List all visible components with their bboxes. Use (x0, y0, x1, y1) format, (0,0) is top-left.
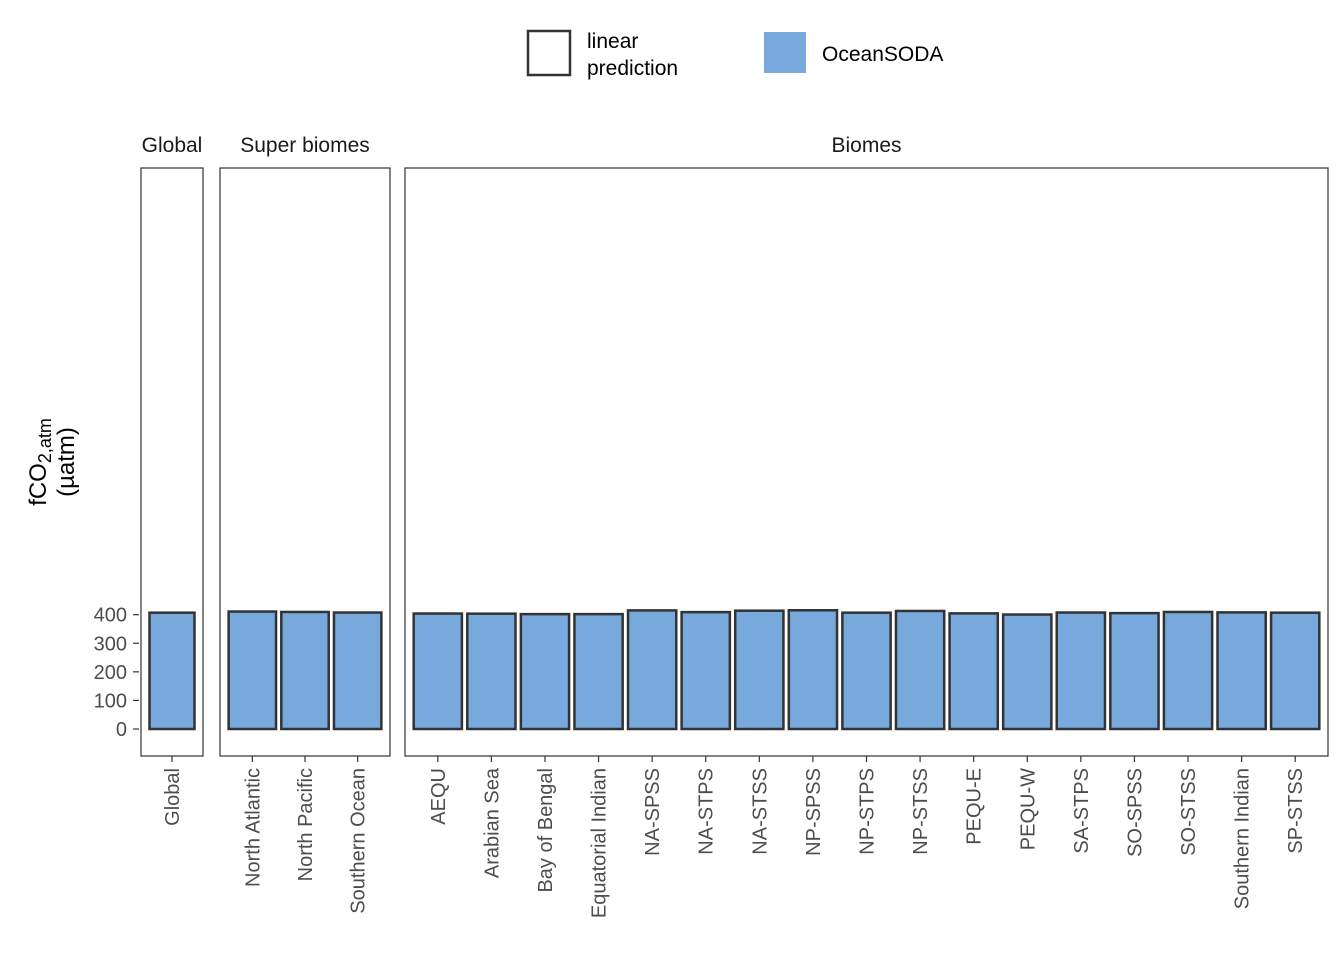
bar-oceansoda-pequ-w (1003, 614, 1052, 729)
bar-linear-prediction-bay-of-bengal (519, 612, 571, 731)
panel-biomes: Biomes AEQU Arabian Sea Bay of Bengal Equato… (404, 134, 1329, 918)
bar-oceansoda-bay-of-bengal (520, 614, 570, 729)
bar-linear-prediction-southern-indian (1216, 611, 1267, 731)
y-axis-title-main: fCO (25, 463, 52, 506)
bar-linear-prediction-so-stss (1162, 610, 1214, 731)
bar-linear-prediction-np-stss (894, 609, 946, 731)
y-tick-label: 100 (94, 690, 127, 712)
x-tick-label-so-stss: SO-STSS (1178, 768, 1200, 856)
bar-oceansoda-np-spss (788, 610, 838, 729)
panel-title-super-biomes: Super biomes (240, 134, 370, 157)
bar-linear-prediction-np-stps (841, 611, 892, 731)
bar-linear-prediction-pequ-w (1001, 613, 1053, 731)
y-axis: 0 100 200 300 400 (94, 605, 139, 741)
legend-label-linear-prediction-line1: linear (587, 30, 638, 53)
y-tick-label: 200 (94, 662, 127, 684)
bar-oceansoda-sa-stps (1056, 612, 1105, 729)
x-tick-label-north-pacific: North Pacific (295, 768, 317, 881)
legend-key-oceansoda (764, 32, 806, 73)
x-tick-label-arabian-sea: Arabian Sea (481, 767, 503, 878)
bar-linear-prediction-np-spss (787, 609, 839, 731)
x-tick-label-so-spss: SO-SPSS (1124, 768, 1146, 857)
bar-oceansoda-so-spss (1110, 613, 1159, 729)
bar-linear-prediction-sp-stss (1269, 611, 1321, 731)
bar-linear-prediction-na-spss (626, 609, 678, 731)
bar-linear-prediction-north-atlantic (227, 610, 278, 731)
y-tick-label: 0 (116, 719, 127, 741)
legend-key-linear-prediction (526, 29, 572, 77)
bar-oceansoda-southern-indian (1217, 612, 1266, 729)
facet-panels: Global Global Super biomes North Atlantic No… (140, 134, 1329, 918)
bar-oceansoda-na-stss (735, 610, 784, 729)
bar-oceansoda-arabian-sea (467, 613, 516, 729)
x-tick-label-pequ-e: PEQU-E (964, 768, 986, 845)
panel-super-biomes: Super biomes North Atlantic North Pacific S… (219, 134, 391, 914)
bar-linear-prediction-global (148, 611, 196, 731)
panel-global: Global Global (140, 134, 204, 826)
x-tick-label-equatorial-indian: Equatorial Indian (589, 768, 611, 918)
legend: linear prediction OceanSODA (526, 29, 943, 80)
y-tick-label: 400 (94, 605, 127, 627)
x-tick-label-southern-indian: Southern Indian (1232, 768, 1254, 909)
bar-oceansoda-sp-stss (1271, 612, 1320, 729)
bar-oceansoda-global (149, 612, 195, 729)
panel-title-global: Global (142, 134, 203, 157)
bar-linear-prediction-north-pacific (280, 610, 330, 731)
x-tick-label-na-spss: NA-SPSS (642, 768, 664, 856)
bar-linear-prediction-so-spss (1109, 611, 1160, 731)
bar-oceansoda-southern-ocean (333, 612, 382, 729)
bar-linear-prediction-southern-ocean (332, 611, 383, 731)
y-axis-title-subscript: 2,atm (35, 418, 55, 463)
panel-border (219, 167, 391, 757)
x-tick-label-sa-stps: SA-STPS (1071, 768, 1093, 854)
x-tick-label-north-atlantic: North Atlantic (242, 768, 264, 887)
bar-linear-prediction-equatorial-indian (573, 612, 624, 731)
y-axis-title: fCO2,atm (25, 418, 55, 506)
y-axis-units: (µatm) (53, 427, 80, 497)
bar-linear-prediction-sa-stps (1055, 611, 1107, 731)
x-tick-label-np-spss: NP-SPSS (803, 768, 825, 856)
bar-oceansoda-na-stps (681, 612, 730, 729)
x-tick-label-np-stss: NP-STSS (910, 768, 932, 855)
panel-border (404, 167, 1329, 757)
x-tick-label-southern-ocean: Southern Ocean (348, 768, 370, 914)
legend-label-oceansoda: OceanSODA (822, 43, 943, 66)
x-tick-label-sp-stss: SP-STSS (1285, 768, 1307, 854)
bar-oceansoda-north-pacific (281, 611, 329, 729)
bar-linear-prediction-aequ (412, 612, 464, 731)
legend-label-linear-prediction-line2: prediction (587, 57, 678, 80)
x-tick-label-na-stss: NA-STSS (749, 768, 771, 855)
bar-oceansoda-np-stss (895, 610, 945, 729)
bar-linear-prediction-arabian-sea (466, 612, 517, 731)
x-tick-label-global: Global (162, 768, 184, 826)
bar-linear-prediction-na-stps (680, 610, 732, 731)
x-tick-label-pequ-w: PEQU-W (1017, 768, 1039, 850)
bar-oceansoda-aequ (413, 613, 462, 729)
bar-oceansoda-equatorial-indian (574, 614, 623, 729)
bar-oceansoda-north-atlantic (228, 611, 277, 729)
x-tick-label-bay-of-bengal: Bay of Bengal (535, 768, 557, 893)
panel-title-biomes: Biomes (831, 134, 901, 157)
bar-oceansoda-np-stps (842, 612, 891, 729)
x-tick-label-aequ: AEQU (428, 768, 450, 825)
x-tick-label-na-stps: NA-STPS (696, 768, 718, 855)
x-tick-label-np-stps: NP-STPS (857, 768, 879, 855)
panel-border (140, 167, 204, 757)
bar-linear-prediction-na-stss (733, 609, 785, 731)
y-tick-label: 300 (94, 633, 127, 655)
bar-oceansoda-pequ-e (949, 613, 998, 729)
bar-oceansoda-so-stss (1163, 611, 1213, 729)
bar-linear-prediction-pequ-e (948, 612, 1000, 731)
bar-oceansoda-na-spss (628, 610, 677, 729)
